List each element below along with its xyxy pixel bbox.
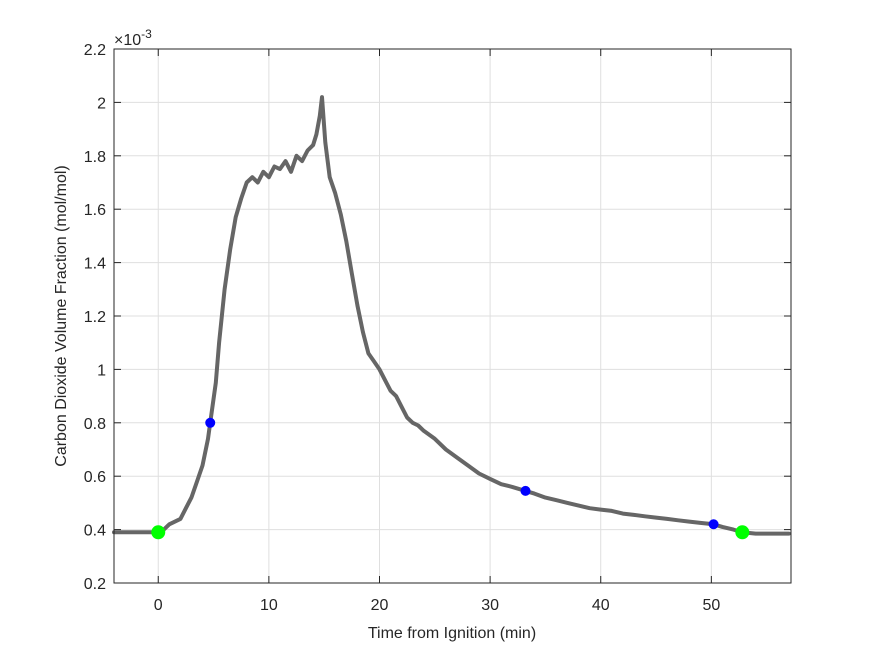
y-tick-label: 0.2 <box>84 576 106 593</box>
x-tick-label: 10 <box>260 597 278 614</box>
y-tick-label: 2 <box>97 95 106 112</box>
x-tick-label: 30 <box>481 597 499 614</box>
y-tick-label: 1.8 <box>84 149 106 166</box>
co2-curve <box>112 95 791 536</box>
x-tick-label: 40 <box>592 597 610 614</box>
y-tick-labels: 0.2 0.4 0.6 0.8 1 1.2 1.4 1.6 1.8 2 2.2 <box>84 42 106 593</box>
y-tick-label: 0.6 <box>84 469 106 486</box>
x-tick-labels: 0 10 20 30 40 50 <box>154 597 721 614</box>
x-axis-label: Time from Ignition (min) <box>368 625 536 642</box>
data-marker <box>735 525 750 540</box>
y-axis-label: Carbon Dioxide Volume Fraction (mol/mol) <box>53 165 70 466</box>
y-tick-label: 1.6 <box>84 202 106 219</box>
y-tick-label: 1 <box>97 362 106 379</box>
data-marker <box>520 485 531 496</box>
y-tick-label: 1.4 <box>84 256 106 273</box>
data-marker <box>151 525 166 540</box>
data-marker <box>708 519 719 530</box>
data-series <box>112 95 791 540</box>
x-tick-label: 20 <box>371 597 389 614</box>
data-marker <box>205 417 216 428</box>
y-exponent-label: ×10-3 <box>114 27 152 49</box>
y-tick-label: 1.2 <box>84 309 106 326</box>
y-tick-label: 0.4 <box>84 523 106 540</box>
x-tick-label: 50 <box>702 597 720 614</box>
x-tick-label: 0 <box>154 597 163 614</box>
y-tick-label: 2.2 <box>84 42 106 59</box>
axis-ticks <box>114 48 791 584</box>
y-tick-label: 0.8 <box>84 416 106 433</box>
